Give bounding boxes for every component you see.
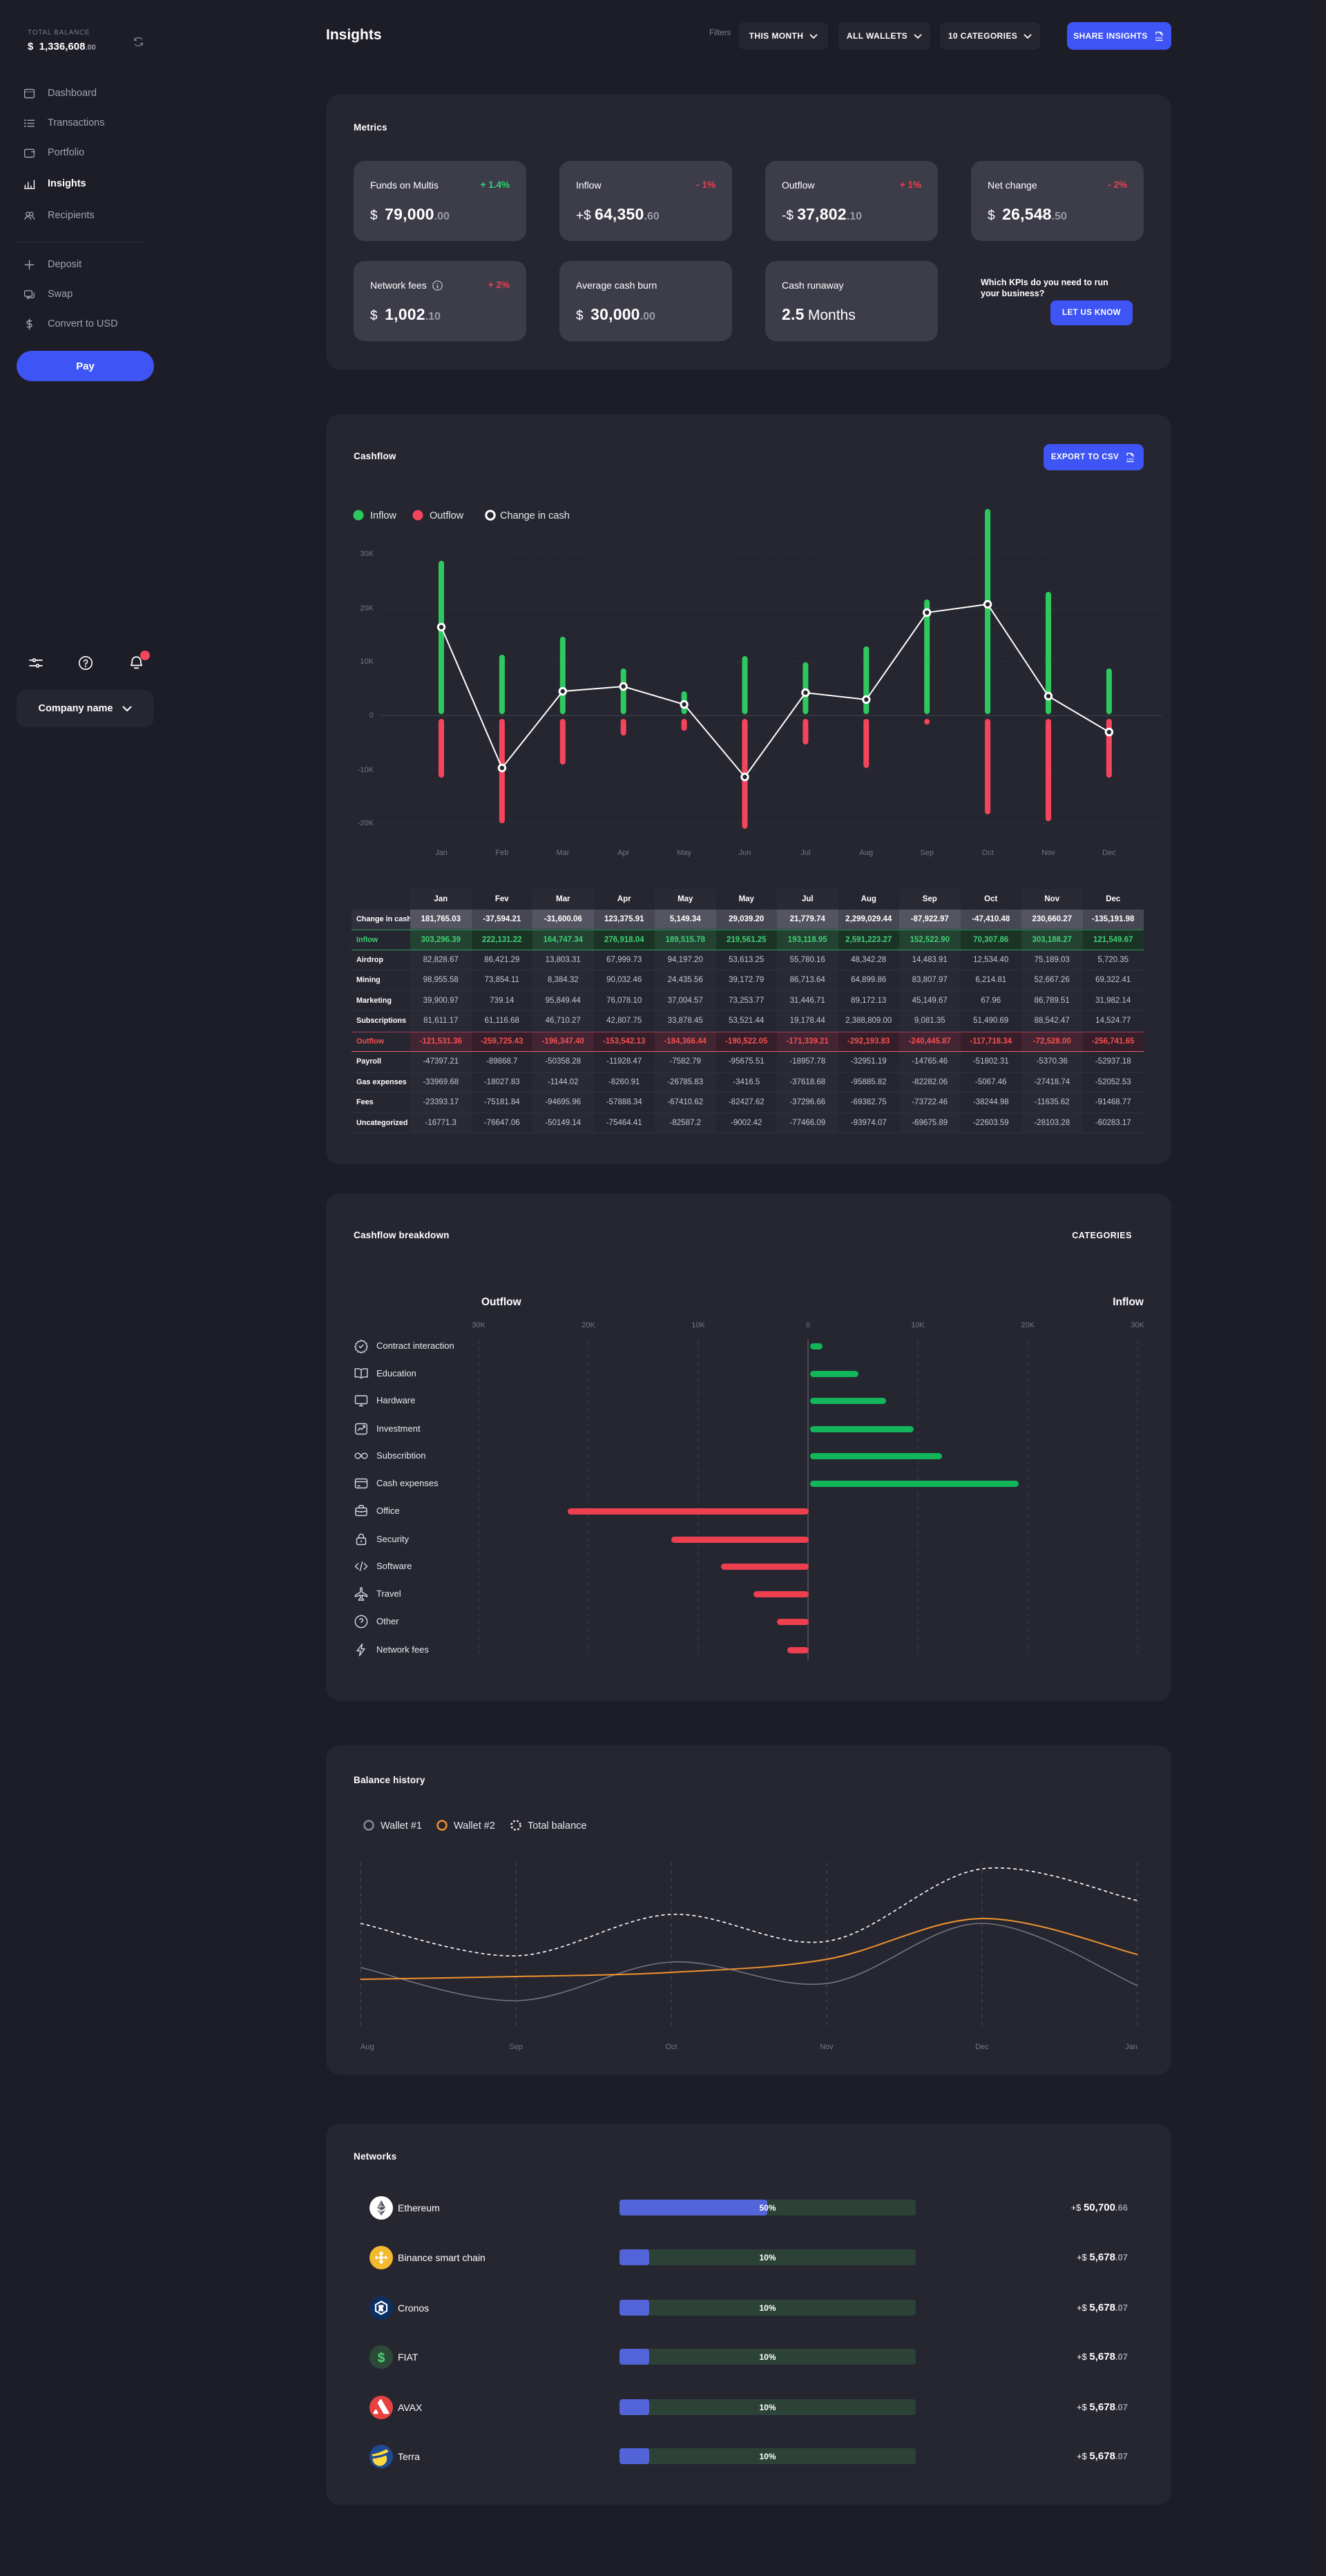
svg-text:Oct: Oct — [665, 2043, 677, 2051]
svg-text:20K: 20K — [360, 604, 374, 613]
svg-text:Sep: Sep — [509, 2043, 523, 2051]
svg-text:20K: 20K — [582, 1321, 595, 1329]
svg-text:Security: Security — [376, 1534, 409, 1544]
svg-text:May: May — [677, 849, 691, 857]
svg-text:Inflow: Inflow — [370, 510, 396, 521]
svg-text:Dec: Dec — [1102, 849, 1116, 857]
svg-text:Feb: Feb — [495, 849, 508, 857]
svg-text:Education: Education — [376, 1368, 416, 1378]
svg-text:CSV: CSV — [1127, 457, 1134, 461]
svg-text:Contract interaction: Contract interaction — [376, 1340, 454, 1351]
svg-text:Hardware: Hardware — [376, 1395, 415, 1405]
svg-text:Wallet #2: Wallet #2 — [454, 1820, 495, 1832]
svg-text:10K: 10K — [911, 1321, 925, 1329]
svg-text:Outflow: Outflow — [430, 510, 464, 521]
svg-text:Sep: Sep — [920, 849, 934, 857]
svg-text:10K: 10K — [691, 1321, 705, 1329]
svg-text:Mar: Mar — [556, 849, 569, 857]
svg-text:Aug: Aug — [860, 849, 874, 857]
svg-text:-20K: -20K — [358, 819, 374, 827]
svg-text:Aug: Aug — [361, 2043, 374, 2051]
svg-text:Cash expenses: Cash expenses — [376, 1478, 439, 1488]
svg-text:30K: 30K — [360, 550, 374, 558]
svg-text:Oct: Oct — [982, 849, 994, 857]
svg-text:Jun: Jun — [739, 849, 751, 857]
svg-text:Investment: Investment — [376, 1423, 421, 1434]
svg-text:30K: 30K — [472, 1321, 486, 1329]
svg-text:Inflow: Inflow — [1113, 1296, 1144, 1308]
svg-text:20K: 20K — [1021, 1321, 1035, 1329]
svg-text:30K: 30K — [1131, 1321, 1144, 1329]
svg-text:Other: Other — [376, 1616, 399, 1626]
svg-text:Apr: Apr — [617, 849, 629, 857]
svg-text:Subscribtion: Subscribtion — [376, 1450, 426, 1461]
svg-text:Nov: Nov — [820, 2043, 834, 2051]
svg-text:Nov: Nov — [1041, 849, 1055, 857]
svg-text:Jul: Jul — [800, 849, 810, 857]
svg-text:Dec: Dec — [975, 2043, 989, 2051]
svg-text:10K: 10K — [360, 657, 374, 666]
svg-text:Total balance: Total balance — [528, 1820, 586, 1832]
svg-text:Wallet #1: Wallet #1 — [381, 1820, 422, 1832]
svg-text:Software: Software — [376, 1561, 412, 1571]
svg-text:Travel: Travel — [376, 1588, 401, 1599]
svg-text:Change in cash: Change in cash — [500, 510, 570, 521]
svg-text:Office: Office — [376, 1506, 400, 1516]
svg-text:-10K: -10K — [358, 766, 374, 774]
svg-text:Jan: Jan — [435, 849, 448, 857]
svg-text:0: 0 — [369, 711, 374, 720]
svg-text:Network fees: Network fees — [376, 1644, 429, 1655]
svg-text:PDF: PDF — [1155, 36, 1162, 39]
svg-text:$: $ — [378, 2351, 385, 2365]
svg-text:Outflow: Outflow — [481, 1296, 522, 1308]
svg-text:0: 0 — [806, 1321, 810, 1329]
svg-text:Jan: Jan — [1125, 2043, 1137, 2051]
